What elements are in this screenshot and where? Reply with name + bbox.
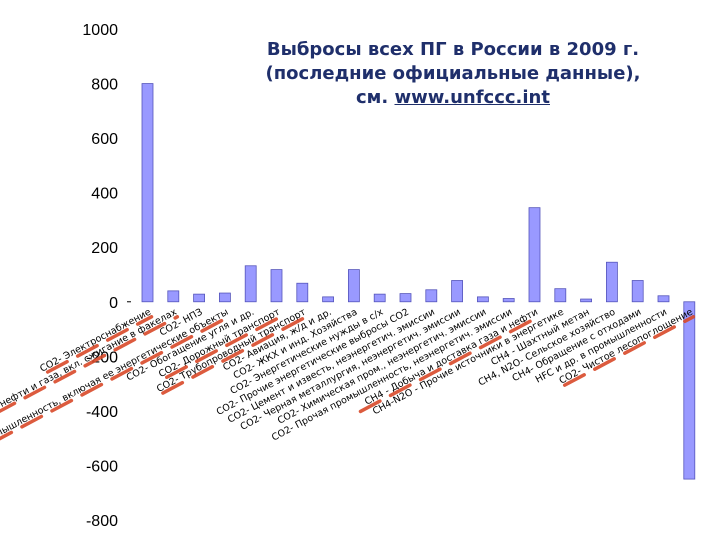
- bar: [399, 293, 412, 303]
- bar: [296, 282, 309, 303]
- highlight-line: [165, 315, 283, 379]
- bar: [425, 289, 438, 303]
- chart-title-line-2: (последние официальные данные),: [265, 63, 641, 84]
- highlight-line: [358, 315, 541, 414]
- bar: [347, 269, 360, 303]
- bar: [683, 301, 696, 480]
- bar: [373, 293, 386, 303]
- y-tick-label: -600: [86, 458, 118, 475]
- bar: [167, 290, 180, 303]
- bar: [606, 261, 618, 303]
- bar: [528, 207, 541, 303]
- y-tick-label: -400: [86, 404, 118, 421]
- chart-title-line-3: см. www.unfccc.int: [248, 86, 658, 110]
- bar: [141, 83, 154, 303]
- bar: [218, 292, 231, 303]
- bar: [657, 295, 670, 303]
- bar: [476, 296, 489, 303]
- y-tick-label: 200: [91, 240, 118, 257]
- highlight-line: [562, 315, 696, 387]
- y-tick-label: 800: [91, 77, 118, 94]
- bar: [244, 265, 257, 303]
- highlight-line: [45, 315, 154, 374]
- bar: [322, 296, 335, 303]
- bar: [631, 280, 644, 303]
- bars-group: [127, 83, 696, 480]
- bar: [451, 280, 464, 303]
- highlight-marks-group: [0, 315, 696, 441]
- y-tick-label: -800: [86, 513, 118, 530]
- bar: [270, 269, 283, 303]
- chart-title: Выбросы всех ПГ в России в 2009 г. (посл…: [248, 38, 658, 110]
- chart-title-line-1: Выбросы всех ПГ в России в 2009 г.: [266, 39, 640, 60]
- bar: [554, 288, 567, 303]
- category-labels-group: СО2- ЭлектроснабжениеСО2- Добыча нефти и…: [0, 306, 695, 461]
- y-tick-label: 0: [109, 295, 118, 312]
- highlight-line: [161, 315, 309, 395]
- bar: [580, 298, 592, 303]
- bar: [502, 298, 515, 303]
- y-tick-label: 600: [91, 131, 118, 148]
- bar: [193, 293, 206, 303]
- highlight-line: [0, 315, 180, 414]
- unfccc-link[interactable]: www.unfccc.int: [394, 87, 550, 108]
- highlight-line: [0, 315, 231, 441]
- y-tick-label: 1000: [82, 22, 118, 39]
- y-tick-label: 400: [91, 186, 118, 203]
- chart-title-prefix: см.: [356, 87, 395, 108]
